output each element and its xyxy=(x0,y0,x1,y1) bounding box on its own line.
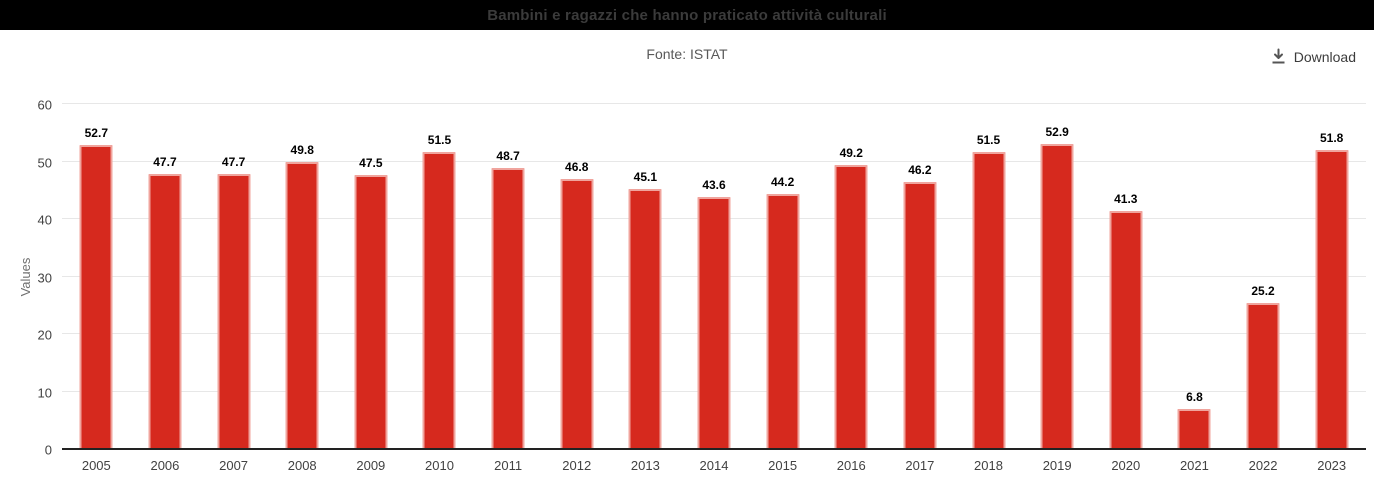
subheader: Fonte: ISTAT Download xyxy=(0,30,1374,85)
y-tick-label: 40 xyxy=(37,212,52,228)
download-label: Download xyxy=(1293,48,1356,65)
gridline xyxy=(62,103,1366,104)
bar-2022 xyxy=(1246,303,1280,448)
bar-value-label: 47.7 xyxy=(221,154,246,169)
bar-2023 xyxy=(1315,150,1349,448)
bar-2021 xyxy=(1177,408,1211,448)
bar-2012 xyxy=(560,178,594,448)
bar-2011 xyxy=(491,167,525,448)
x-tick-label: 2022 xyxy=(1248,458,1278,473)
x-tick-label: 2015 xyxy=(768,458,798,473)
bar-value-label: 51.5 xyxy=(427,132,452,147)
y-tick-label: 10 xyxy=(37,385,52,400)
x-tick-label: 2013 xyxy=(630,458,660,473)
x-tick-label: 2012 xyxy=(562,458,592,473)
x-tick-label: 2016 xyxy=(836,458,866,473)
x-tick-label: 2008 xyxy=(287,458,317,473)
x-tick-label: 2005 xyxy=(81,458,111,473)
x-tick-label: 2010 xyxy=(425,458,454,473)
plot-area: 52.7 47.7 47.7 49.8 47.5 51.5 48.7 46.8 45.1 43.6… xyxy=(62,103,1366,450)
bar-2018 xyxy=(972,151,1006,448)
bar-2005 xyxy=(79,144,113,448)
x-tick-label: 2017 xyxy=(905,458,935,473)
y-tick-label: 20 xyxy=(37,327,52,343)
y-tick-label: 0 xyxy=(44,442,52,458)
x-tick-label: 2023 xyxy=(1317,458,1347,473)
bar-2010 xyxy=(422,151,456,448)
bar-value-label: 51.5 xyxy=(976,132,1001,147)
y-tick-label: 30 xyxy=(37,270,52,285)
bar-value-label: 49.8 xyxy=(290,142,314,157)
x-tick-label: 2011 xyxy=(494,458,523,473)
x-axis: 2005 2006 2007 2008 2009 2010 2011 2012 2013 2014… xyxy=(62,458,1366,482)
x-tick-label: 2020 xyxy=(1111,458,1141,473)
x-tick-label: 2021 xyxy=(1179,458,1209,473)
y-axis-title: Values xyxy=(17,257,33,297)
bar-2017 xyxy=(903,182,937,448)
bar-value-label: 46.2 xyxy=(908,163,932,178)
bar-value-label: 45.1 xyxy=(633,169,658,184)
bar-2020 xyxy=(1109,210,1143,448)
x-tick-label: 2018 xyxy=(974,458,1003,473)
bar-2015 xyxy=(766,193,800,448)
x-tick-label: 2014 xyxy=(699,458,729,473)
x-tick-label: 2009 xyxy=(356,458,386,473)
bar-value-label: 51.8 xyxy=(1319,131,1344,146)
y-axis: 0 10 20 30 40 50 60 xyxy=(0,98,52,458)
bar-value-label: 46.8 xyxy=(565,159,589,174)
bar-2009 xyxy=(354,174,388,448)
bar-2016 xyxy=(834,165,868,448)
y-tick-label: 50 xyxy=(37,155,52,170)
chart-header-bar: Bambini e ragazzi che hanno praticato at… xyxy=(0,0,1374,30)
bar-value-label: 52.9 xyxy=(1045,124,1069,139)
bar-value-label: 52.7 xyxy=(84,125,108,140)
bar-2007 xyxy=(217,173,251,448)
bar-2014 xyxy=(697,197,731,448)
bar-2013 xyxy=(628,188,662,448)
download-icon xyxy=(1270,48,1287,65)
x-tick-label: 2019 xyxy=(1042,458,1072,473)
bar-2008 xyxy=(285,161,319,448)
chart-title: Bambini e ragazzi che hanno praticato at… xyxy=(487,6,887,24)
x-tick-label: 2006 xyxy=(150,458,180,473)
gridline xyxy=(62,160,1366,162)
bar-value-label: 47.5 xyxy=(359,155,383,170)
bar-value-label: 47.7 xyxy=(153,154,177,169)
x-tick-label: 2007 xyxy=(219,458,249,473)
y-tick-label: 60 xyxy=(37,97,52,113)
bar-value-label: 6.8 xyxy=(1186,389,1203,404)
bar-value-label: 44.2 xyxy=(770,174,795,189)
download-button[interactable]: Download xyxy=(1264,43,1362,70)
chart-source: Fonte: ISTAT xyxy=(646,46,728,62)
bar-value-label: 25.2 xyxy=(1251,284,1275,299)
bar-value-label: 43.6 xyxy=(702,178,726,193)
bar-value-label: 48.7 xyxy=(496,148,520,163)
bar-2019 xyxy=(1040,143,1074,448)
bar-value-label: 49.2 xyxy=(839,146,863,161)
bar-value-label: 41.3 xyxy=(1114,191,1138,206)
bar-2006 xyxy=(148,173,182,448)
